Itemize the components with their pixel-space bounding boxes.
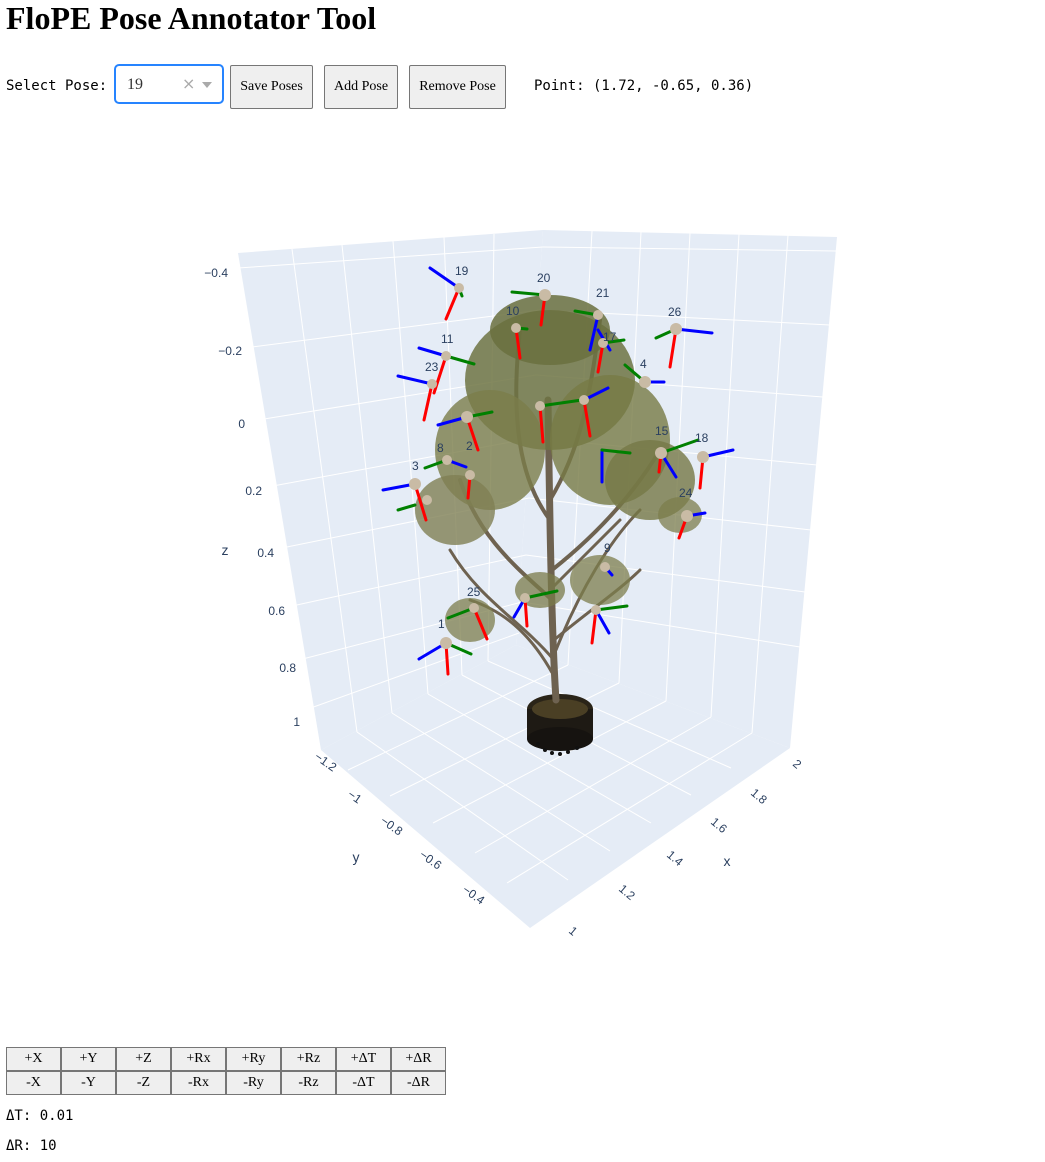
page-title: FloPE Pose Annotator Tool: [6, 0, 377, 36]
z-tick: 0.2: [245, 484, 262, 498]
save-poses-button[interactable]: Save Poses: [230, 65, 313, 109]
plus-y-button[interactable]: +Y: [61, 1047, 116, 1071]
delta-t-readout: ΔT: 0.01: [6, 1108, 74, 1124]
plus-delta-t-button[interactable]: +ΔT: [336, 1047, 391, 1071]
pose-label: 3: [412, 459, 419, 473]
pose-label: 8: [437, 441, 444, 455]
x-axis-title: x: [724, 853, 731, 869]
3d-scene[interactable]: −0.4 −0.2 0 0.2 0.4 0.6 0.8 1 z −1.2 −1 …: [0, 120, 1045, 1040]
z-axis-ticks: −0.4 −0.2 0 0.2 0.4 0.6 0.8 1 z: [204, 266, 300, 729]
pose-label: 15: [655, 424, 669, 438]
minus-z-button[interactable]: -Z: [116, 1071, 171, 1095]
pose-label: 23: [425, 360, 439, 374]
pose-label: 25: [467, 585, 481, 599]
pose-label: 11: [441, 332, 454, 346]
x-tick: 1: [566, 924, 580, 939]
pose-label: 20: [537, 271, 551, 285]
y-tick: −1: [345, 787, 365, 807]
z-tick: 1: [293, 715, 300, 729]
minus-delta-t-button[interactable]: -ΔT: [336, 1071, 391, 1095]
plus-z-button[interactable]: +Z: [116, 1047, 171, 1071]
plus-delta-r-button[interactable]: +ΔR: [391, 1047, 446, 1071]
pose-label: 4: [640, 357, 647, 371]
minus-delta-r-button[interactable]: -ΔR: [391, 1071, 446, 1095]
pose-label: 2: [466, 439, 473, 453]
minus-x-button[interactable]: -X: [6, 1071, 61, 1095]
plant-foliage: [415, 295, 702, 642]
scene-floor: [321, 645, 790, 928]
minus-rx-button[interactable]: -Rx: [171, 1071, 226, 1095]
pose-label: 9: [604, 541, 611, 555]
clear-icon[interactable]: ×: [182, 74, 196, 93]
point-readout: Point: (1.72, -0.65, 0.36): [534, 78, 754, 94]
plus-rz-button[interactable]: +Rz: [281, 1047, 336, 1071]
pose-label: 21: [596, 286, 610, 300]
z-tick: 0: [238, 417, 245, 431]
pose-label: 19: [455, 264, 469, 278]
pose-select-value: 19: [127, 76, 143, 93]
minus-rz-button[interactable]: -Rz: [281, 1071, 336, 1095]
z-tick: 0.8: [279, 661, 296, 675]
pose-label: 24: [679, 486, 693, 500]
x-tick: 1.8: [748, 786, 770, 808]
pose-flowers: [409, 283, 709, 649]
pose-labels: 19 20 21 26 11 23 8 3 15 18 24 25 9 10 1…: [412, 264, 709, 631]
x-tick: 1.2: [616, 882, 638, 904]
y-axis-title: y: [353, 849, 360, 865]
z-axis-title: z: [222, 542, 229, 558]
z-tick: −0.4: [204, 266, 228, 280]
pose-label: 17: [603, 330, 617, 344]
plus-ry-button[interactable]: +Ry: [226, 1047, 281, 1071]
x-tick: 1.4: [664, 848, 686, 870]
toolbar: Select Pose: 19 × Save Poses Add Pose Re…: [6, 65, 1006, 109]
pose-label: 26: [668, 305, 682, 319]
x-tick: 1.6: [708, 815, 730, 837]
pose-label: 18: [695, 431, 709, 445]
plus-rx-button[interactable]: +Rx: [171, 1047, 226, 1071]
pose-select[interactable]: 19 ×: [115, 65, 223, 103]
delta-r-readout: ΔR: 10: [6, 1138, 57, 1154]
minus-ry-button[interactable]: -Ry: [226, 1071, 281, 1095]
chevron-down-icon[interactable]: [202, 82, 212, 88]
pose-label: 10: [506, 304, 520, 318]
plus-x-button[interactable]: +X: [6, 1047, 61, 1071]
minus-y-button[interactable]: -Y: [61, 1071, 116, 1095]
remove-pose-button[interactable]: Remove Pose: [409, 65, 506, 109]
add-pose-button[interactable]: Add Pose: [324, 65, 398, 109]
pose-label: 1: [438, 617, 445, 631]
z-tick: 0.6: [268, 604, 285, 618]
select-pose-label: Select Pose:: [6, 78, 108, 94]
z-tick: 0.4: [257, 546, 274, 560]
x-tick: 2: [790, 757, 804, 772]
plant-pot: [527, 694, 593, 756]
z-tick: −0.2: [218, 344, 242, 358]
pose-adjust-controls: +X +Y +Z +Rx +Ry +Rz +ΔT +ΔR -X -Y -Z -R…: [6, 1047, 446, 1095]
